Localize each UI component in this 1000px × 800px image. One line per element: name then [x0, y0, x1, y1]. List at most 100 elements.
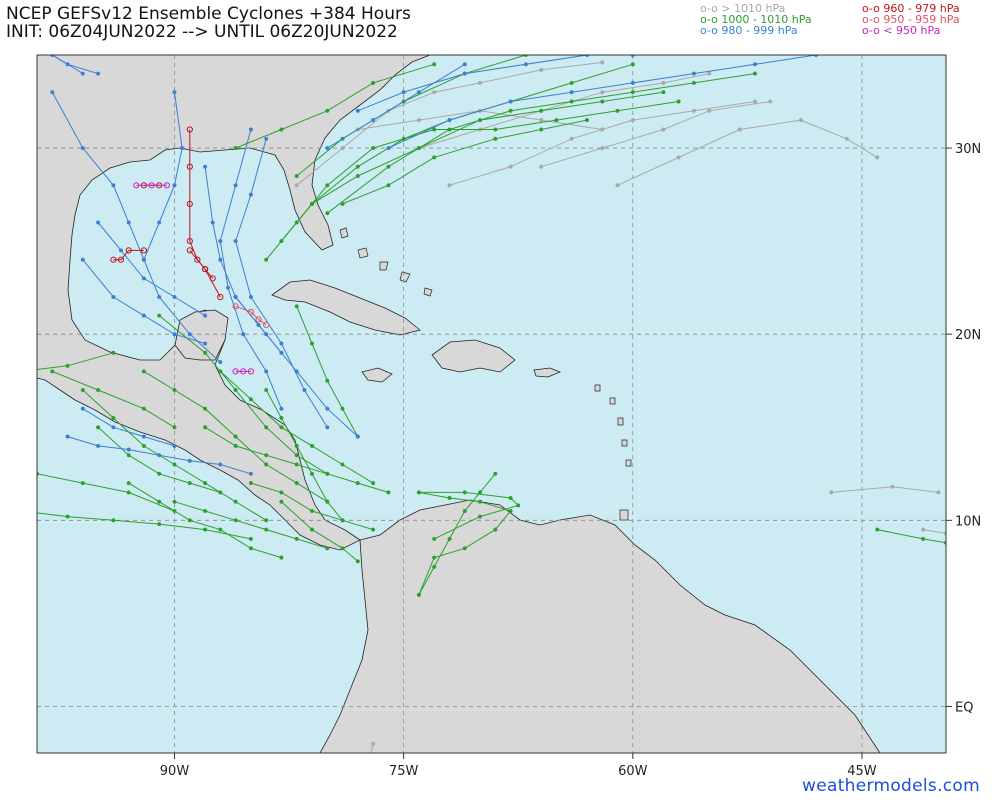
track-point [325, 499, 330, 504]
track-point [707, 108, 712, 113]
track-point [386, 146, 391, 151]
track-point [96, 220, 101, 225]
track-point [936, 490, 941, 495]
cuba [271, 279, 421, 336]
track-point [737, 127, 742, 132]
track-point [477, 514, 483, 519]
track-7 [829, 484, 941, 495]
track-point [508, 108, 513, 113]
track-point [371, 118, 376, 123]
track-22 [172, 499, 330, 551]
track-point [325, 183, 330, 188]
track-point [186, 238, 193, 245]
track-point [65, 62, 70, 67]
track-line [37, 473, 175, 512]
track-point [661, 80, 666, 85]
track-point [65, 363, 70, 368]
track-point [65, 434, 70, 439]
yucatan-peninsula [174, 309, 229, 361]
track-27 [416, 490, 521, 541]
track-47 [325, 62, 467, 151]
track-point [432, 155, 437, 160]
track-point [157, 499, 162, 504]
track-point [371, 741, 376, 746]
track-point [172, 508, 177, 514]
track-0 [294, 60, 605, 188]
track-point [218, 257, 223, 262]
track-point [768, 99, 773, 104]
track-point [248, 192, 253, 197]
track-line [281, 501, 359, 562]
track-point [20, 509, 24, 513]
track-point [890, 484, 895, 489]
track-23 [126, 481, 284, 560]
track-17 [141, 369, 330, 504]
legend-item-980_999: o-o 980 - 999 hPa [700, 24, 798, 37]
lon-label-45W: 45W [847, 764, 877, 779]
track-point [309, 443, 315, 448]
jamaica [361, 367, 393, 383]
track-46 [386, 55, 819, 151]
track-point [126, 447, 131, 452]
track-point [140, 247, 147, 254]
track-point [218, 462, 223, 467]
track-point [209, 275, 216, 282]
track-point [447, 536, 452, 541]
track-point [279, 350, 284, 355]
track-point [294, 443, 299, 448]
north-america-landmass [37, 55, 431, 551]
track-point [233, 146, 238, 151]
track-point [126, 490, 131, 495]
track-point [554, 118, 559, 123]
track-point [172, 294, 177, 300]
track-point [661, 90, 666, 95]
track-point [371, 80, 376, 85]
track-point [218, 360, 223, 365]
track-point [477, 490, 483, 495]
track-point [584, 118, 590, 123]
track-point [240, 368, 247, 375]
track-point [126, 220, 131, 225]
track-point [798, 118, 803, 123]
track-58 [133, 182, 170, 189]
track-point [111, 518, 116, 523]
track-point [111, 183, 116, 188]
track-line [388, 55, 817, 149]
track-point [302, 387, 307, 393]
track-point [875, 527, 880, 532]
track-point [569, 80, 574, 85]
track-point [340, 406, 345, 411]
track-point [539, 118, 544, 123]
track-28 [416, 471, 498, 597]
credit-link[interactable]: weathermodels.com [802, 776, 980, 796]
track-point [309, 527, 315, 532]
track-point [416, 592, 421, 597]
track-point [187, 518, 192, 523]
track-point [921, 536, 926, 541]
track-point [233, 239, 238, 244]
legend-item-950_959: o-o 950 - 959 hPa [862, 13, 960, 26]
track-point [661, 127, 666, 132]
track-point [80, 71, 85, 76]
track-point [110, 256, 117, 263]
track-34 [37, 350, 116, 371]
track-point [125, 247, 132, 254]
track-point [111, 425, 116, 430]
track-point [309, 341, 315, 346]
track-point [523, 62, 528, 67]
track-point [279, 341, 284, 346]
track-point [294, 536, 299, 541]
track-55 [186, 247, 216, 282]
track-point [248, 536, 253, 541]
track-point [202, 266, 209, 273]
track-point [203, 350, 208, 355]
track-point [630, 80, 635, 85]
track-point [691, 108, 696, 113]
track-38 [218, 127, 284, 411]
track-point [829, 490, 834, 495]
track-point [279, 499, 284, 504]
track-line [113, 249, 144, 261]
track-point [325, 546, 330, 551]
track-point [248, 481, 253, 486]
track-point [630, 62, 635, 67]
